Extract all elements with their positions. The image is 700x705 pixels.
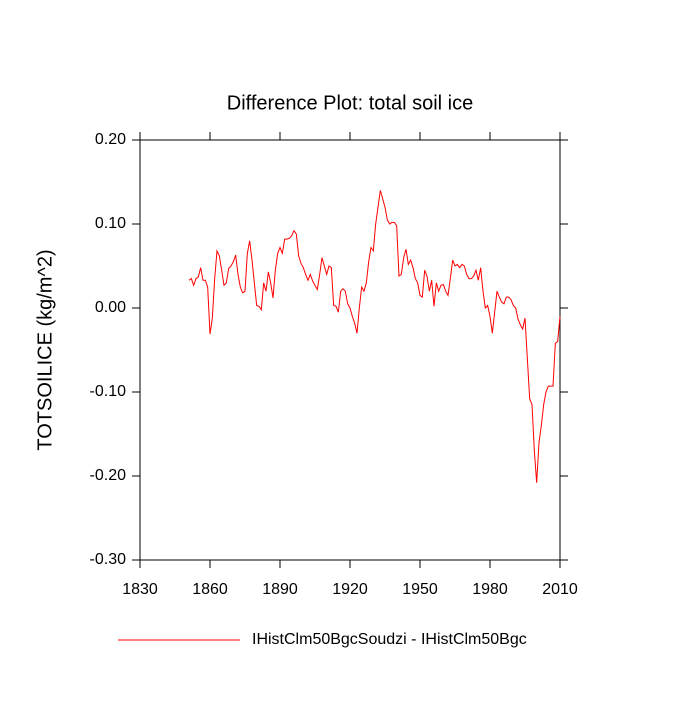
x-tick-label: 1860 [192,581,228,598]
y-tick-label: 0.10 [95,215,126,232]
plot-frame [139,139,561,561]
x-tick-label: 1890 [262,581,298,598]
y-tick-label: -0.30 [90,551,127,568]
y-tick-label: -0.20 [90,467,127,484]
x-tick-label: 1920 [332,581,368,598]
y-axis-label: TOTSOILICE (kg/m^2) [34,249,56,450]
data-line [188,190,561,483]
y-tick-label: 0.20 [95,131,126,148]
x-tick-label: 2010 [542,581,578,598]
y-tick-label: 0.00 [95,299,126,316]
x-tick-label: 1950 [402,581,438,598]
x-tick-label: 1830 [122,581,158,598]
legend-label: IHistClm50BgcSoudzi - IHistClm50Bgc [252,631,527,648]
x-tick-label: 1980 [472,581,508,598]
y-tick-label: -0.10 [90,383,127,400]
chart-title: Difference Plot: total soil ice [227,92,473,114]
